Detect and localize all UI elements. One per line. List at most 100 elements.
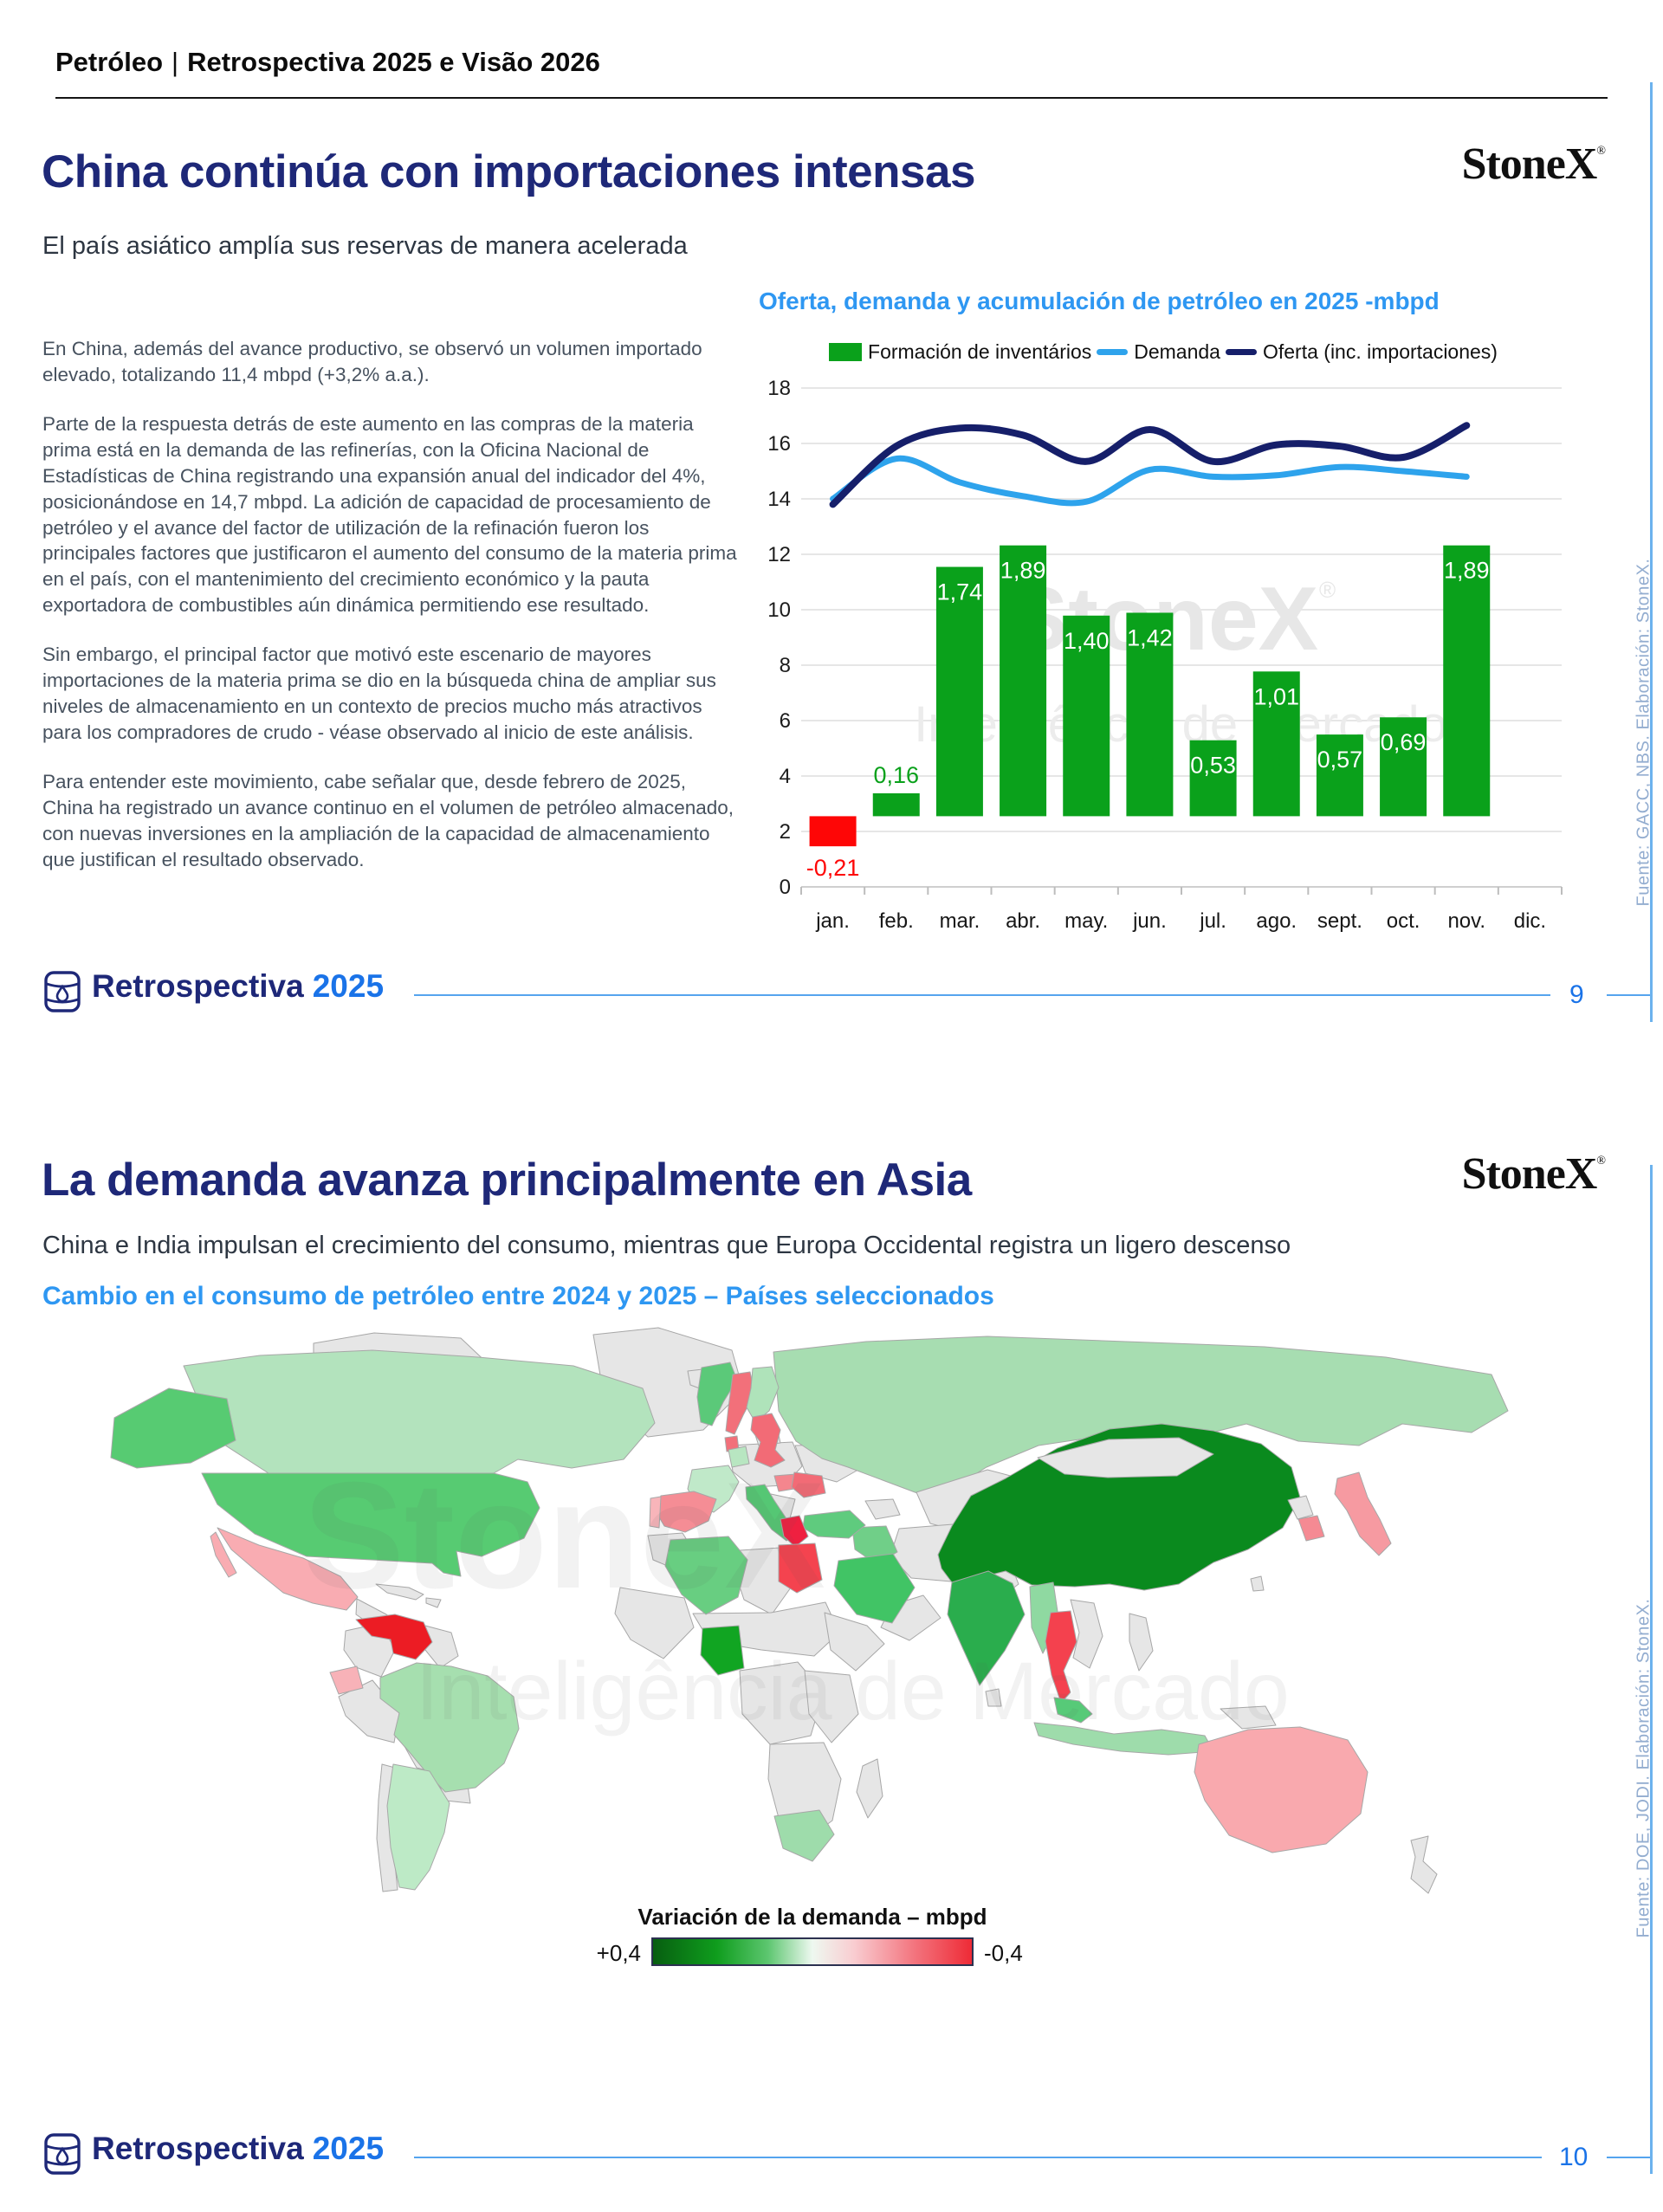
map-country-madagascar	[856, 1758, 883, 1819]
map-country-united-kingdom	[750, 1413, 786, 1468]
bar-may	[1063, 615, 1110, 817]
map-country-ecuador	[329, 1665, 364, 1695]
map-country-south-africa	[773, 1809, 835, 1862]
x-axis-tick: sept.	[1317, 909, 1362, 933]
registered-mark: ®	[1596, 145, 1606, 158]
map-country-sweden	[725, 1371, 755, 1435]
bar-feb	[872, 792, 920, 817]
slide1-body-text: En China, además del avance productivo, …	[42, 336, 740, 896]
line-series-demanda	[830, 455, 1470, 507]
map-country-horn-of-africa	[824, 1612, 885, 1672]
map-country-baja-california	[210, 1531, 237, 1578]
header-title-left: Petróleo	[55, 47, 164, 77]
y-axis-tick: 2	[780, 820, 791, 844]
bar-data-label: 1,89	[1444, 558, 1490, 584]
x-axis-tick: jun.	[1132, 909, 1167, 933]
bar-mar	[935, 566, 983, 817]
combo-chart-title: Oferta, demanda y acumulación de petróle…	[759, 288, 1440, 314]
watermark: Inteligência de Mercado	[416, 1646, 1290, 1737]
paragraph: Sin embargo, el principal factor que mot…	[42, 644, 716, 743]
stonex-logo: StoneX®	[1320, 139, 1606, 190]
y-axis-tick: 18	[767, 377, 791, 400]
stonex-logo: StoneX®	[1320, 1148, 1606, 1200]
x-axis-tick: jan.	[815, 909, 850, 933]
line-series-oferta	[829, 422, 1471, 508]
header-title-right: Retrospectiva 2025 e Visão 2026	[187, 47, 600, 77]
page-edge-accent	[1650, 82, 1653, 1022]
map-country-mongolia	[1037, 1437, 1214, 1478]
paragraph: Para entender este movimiento, cabe seña…	[42, 770, 734, 870]
map-country-argentina	[386, 1763, 450, 1891]
map-chart-heading: Cambio en el consumo de petróleo entre 2…	[42, 1282, 994, 1310]
map-country-thailand	[1045, 1610, 1077, 1704]
map-country-australia	[1194, 1726, 1369, 1853]
legend-item: Oferta (inc. importaciones)	[1225, 340, 1498, 364]
map-country-brazil	[379, 1662, 520, 1793]
map-country-venezuela	[355, 1614, 433, 1660]
y-axis-tick: 0	[780, 876, 791, 899]
map-country-china	[937, 1423, 1301, 1591]
footer-brand-word: Retrospectiva	[92, 968, 304, 1004]
slide1-subtitle: El país asiático amplía sus reservas de …	[42, 232, 688, 260]
map-country-cuba	[375, 1583, 424, 1601]
map-country-indochina	[1070, 1599, 1103, 1669]
map-country-algeria	[664, 1536, 748, 1615]
y-axis-tick: 8	[780, 654, 791, 677]
registered-mark: ®	[1596, 1155, 1606, 1167]
map-country-taiwan	[1250, 1575, 1265, 1592]
map-country-saudi-arabia	[833, 1553, 916, 1624]
bar-data-label: 1,42	[1127, 624, 1173, 650]
bar-data-label: 1,74	[937, 579, 983, 605]
map-country-caucasus	[864, 1498, 901, 1520]
footer-brand-word: Retrospectiva	[92, 2131, 304, 2166]
footer-brand: Retrospectiva 2025	[92, 2131, 384, 2167]
legend-label: Formación de inventários	[868, 340, 1092, 363]
stonex-logo-text: StoneX	[1461, 139, 1598, 189]
bar-data-label: 1,01	[1253, 683, 1299, 709]
y-axis-tick: 10	[767, 598, 791, 622]
oil-barrel-icon	[44, 971, 81, 1012]
legend-item: Demanda	[1097, 340, 1220, 364]
bar-jul	[1189, 740, 1237, 817]
legend-swatch-bar	[829, 343, 863, 361]
map-legend-title: Variación de la demanda – mbpd	[637, 1904, 987, 1930]
map-country-south-korea	[1297, 1515, 1325, 1542]
map-country-finland	[746, 1366, 780, 1423]
bar-jun	[1126, 612, 1174, 817]
map-legend-max-label: +0,4	[596, 1940, 641, 1966]
x-axis-tick: abr.	[1006, 909, 1040, 933]
map-country-hispaniola	[425, 1597, 442, 1608]
map-country-sri-lanka	[985, 1688, 1002, 1707]
map-country-papua-new-guinea	[1220, 1705, 1277, 1730]
map-country-norway	[696, 1361, 738, 1426]
header-divider	[55, 97, 1608, 99]
bar-sept	[1316, 734, 1363, 817]
map-country-india	[947, 1570, 1026, 1686]
x-axis-tick: ago.	[1256, 909, 1297, 933]
footer-rule-short	[1607, 2157, 1653, 2158]
map-legend-gradient	[651, 1937, 974, 1966]
footer-brand-year: 2025	[312, 2131, 385, 2166]
bar-nov	[1443, 545, 1491, 817]
header-separator: |	[171, 47, 179, 77]
y-axis-tick: 16	[767, 432, 791, 456]
slide2-title: La demanda avanza principalmente en Asia	[42, 1155, 972, 1206]
x-axis-tick: nov.	[1447, 909, 1485, 933]
y-axis-tick: 12	[767, 543, 791, 566]
x-axis-tick: feb.	[879, 909, 914, 933]
map-country-alaska	[110, 1387, 236, 1469]
watermark: StoneX	[303, 1452, 825, 1620]
x-axis-tick: mar.	[940, 909, 980, 933]
bar-data-label: -0,21	[806, 855, 860, 881]
stonex-logo-text: StoneX	[1461, 1149, 1598, 1199]
bar-ago	[1252, 671, 1300, 817]
bar-data-label: 0,53	[1190, 753, 1236, 779]
legend-label: Oferta (inc. importaciones)	[1262, 340, 1498, 363]
map-country-ireland	[728, 1446, 750, 1468]
legend-item: Formación de inventários	[829, 340, 1091, 364]
slide1-footer: Retrospectiva 2025	[42, 967, 1601, 1022]
bar-data-label: 1,89	[1000, 558, 1046, 584]
bar-data-label: 0,69	[1381, 729, 1427, 755]
map-country-west-africa	[614, 1587, 695, 1659]
